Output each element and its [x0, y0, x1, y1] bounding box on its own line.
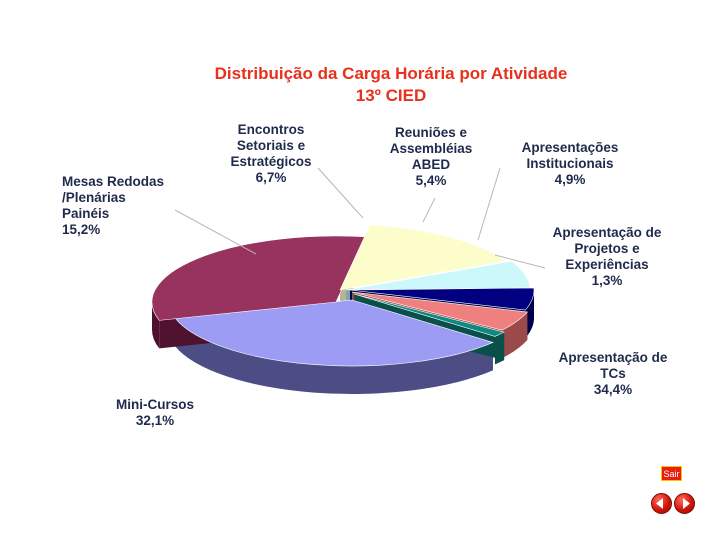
label-leader-line	[422, 197, 436, 223]
pie-slice	[351, 291, 528, 331]
slice-label-line: 5,4%	[416, 173, 447, 188]
pie-slice-side	[175, 318, 493, 394]
slice-label-line: Apresentação de	[553, 225, 662, 240]
slice-label: Encontros Setoriais e Estratégicos 6,7%	[230, 122, 311, 185]
exit-button[interactable]: Sair	[661, 466, 682, 481]
label-leader-line	[174, 209, 257, 255]
slice-label-line: Apresentação de	[559, 350, 668, 365]
previous-slide-button[interactable]	[651, 493, 672, 514]
slice-label-line: Reuniões e	[395, 125, 468, 140]
slice-label-line: Apresentações	[522, 140, 619, 155]
pie-slice	[174, 299, 494, 367]
slice-label-line: 4,9%	[555, 172, 586, 187]
slice-label-line: TCs	[600, 366, 626, 381]
pie-slice	[349, 287, 535, 311]
arrow-right-icon	[683, 498, 690, 509]
slice-label: Reuniões e Assembléias ABED 5,4%	[390, 125, 473, 188]
slice-label-line: Encontros	[238, 122, 305, 137]
next-slide-button[interactable]	[674, 493, 695, 514]
slice-label-line: Mesas Redodas	[62, 174, 164, 189]
pie-slice-side	[152, 302, 160, 349]
slice-label: Mesas Redodas/Plenárias Painéis 15,2%	[62, 174, 164, 237]
chart-subtitle: 13º CIED	[356, 86, 426, 105]
label-leader-line	[317, 167, 364, 219]
pie-slice	[353, 293, 505, 337]
slice-label-line: Mini-Cursos	[116, 397, 194, 412]
pie-slice	[151, 235, 367, 321]
slice-label-line: Projetos e	[574, 241, 640, 256]
slice-label-line: Experiências	[565, 257, 648, 272]
slice-label-line: Estratégicos	[230, 154, 311, 169]
chart-title: Distribuição da Carga Horária por Ativid…	[215, 64, 568, 83]
slice-label-line: Painéis	[62, 206, 109, 221]
label-leader-line	[494, 254, 546, 269]
slice-label-line: 15,2%	[62, 222, 100, 237]
slice-label: Apresentação de Projetos e Experiências 1,3…	[553, 225, 662, 288]
pie-slice	[339, 224, 507, 291]
label-leader-line	[477, 167, 501, 241]
slice-label: Apresentações Institucionais 4,9%	[522, 140, 619, 187]
slice-label-line: 6,7%	[256, 170, 287, 185]
slice-label-line: Setoriais e	[237, 138, 306, 153]
slice-label-line: Institucionais	[526, 156, 613, 171]
slice-label: Apresentação de TCs 34,4%	[559, 350, 668, 397]
slice-label-line: 32,1%	[136, 413, 174, 428]
slice-label: Mini-Cursos 32,1%	[116, 397, 194, 428]
slice-label-line: 1,3%	[592, 273, 623, 288]
slice-label-line: Assembléias	[390, 141, 473, 156]
slice-label-line: 34,4%	[594, 382, 632, 397]
arrow-left-icon	[656, 498, 663, 509]
slice-label-line: ABED	[412, 157, 451, 172]
slice-label-line: /Plenárias	[62, 190, 126, 205]
